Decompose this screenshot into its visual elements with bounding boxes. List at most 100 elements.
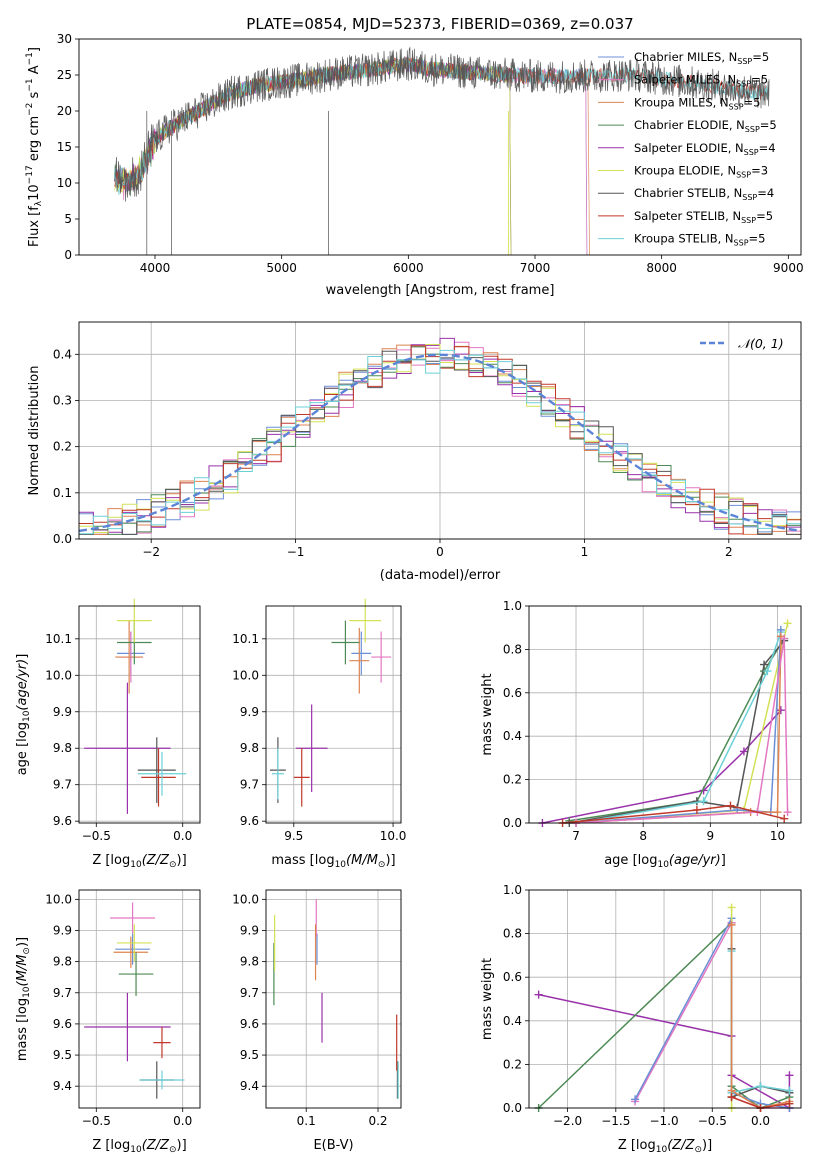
x-tick-label: 8000	[646, 261, 677, 275]
y-tick-label: 0.8	[503, 927, 522, 941]
legend-label: Chabrier ELODIE, NSSP=5	[634, 118, 777, 134]
legend-label-suffix: =5	[760, 118, 777, 132]
y-axis-label: Flux [fλ10−17 erg cm−2 s−1 A−1]	[25, 47, 44, 247]
y-tick-label: 9.4	[240, 1079, 259, 1093]
y-axis-label: mass weight	[480, 958, 495, 1040]
x-tick-label: 10	[770, 829, 785, 843]
y-tick-label: 9.4	[53, 1079, 72, 1093]
weight-line-chabrier-elodie	[569, 638, 785, 822]
legend-label-sub: SSP	[734, 239, 749, 248]
x-axis-label-part: (Z/Z	[667, 1138, 695, 1153]
y-axis-label: mass weight	[480, 673, 495, 755]
x-tick-label: 9000	[773, 261, 804, 275]
x-axis-label-part: age [log	[604, 853, 657, 868]
legend-label-suffix: =5	[749, 232, 766, 246]
y-tick-label: 10.0	[45, 892, 72, 906]
x-tick-label: 2	[725, 545, 733, 559]
errorbar-point	[271, 748, 284, 800]
y-tick-label: 25	[57, 68, 72, 82]
y-tick-label: 9.7	[240, 778, 259, 792]
x-axis-label-part: (data-model)/error	[380, 568, 501, 583]
y-axis-label-part: Flux [f	[27, 206, 42, 247]
y-tick-label: 9.5	[240, 1048, 259, 1062]
x-axis-label-part: (Z/Z	[142, 853, 170, 868]
legend-label-sub: SSP	[736, 171, 751, 180]
weight-marker	[699, 797, 708, 806]
y-tick-label: 0.0	[503, 1101, 522, 1115]
errorbar-point	[84, 992, 171, 1062]
x-axis-label-part: ⊙	[378, 860, 386, 870]
weight-marker	[756, 1082, 765, 1091]
y-axis-label-part: mass weight	[480, 958, 495, 1040]
age_vs_Z-frame	[78, 605, 201, 824]
residuals-axes: −2 −1 0 1 2 0.0 0.1 0.2 0.3 0.4 𝒩(0, 1) (data-model…	[27, 322, 802, 583]
y-tick-label: 9.5	[53, 1048, 72, 1062]
y-tick-label: 9.6	[53, 1017, 72, 1031]
x-tick-label: 0.0	[173, 1114, 192, 1128]
errorbar-point	[137, 737, 176, 803]
x-axis-label-part: E(B-V)	[313, 1138, 353, 1153]
y-axis-label-part: λ	[34, 200, 44, 206]
weight-marker	[760, 660, 769, 669]
x-tick-label: 0.1	[297, 1114, 316, 1128]
x-tick-label: 0	[436, 545, 444, 559]
x-axis-label-part: ⊙	[169, 860, 177, 870]
x-axis-label-part: mass [log	[271, 853, 334, 868]
chart-layer: 4000 5000 6000 7000 8000 9000051015202530Chab…	[15, 32, 804, 1155]
y-tick-label: 0.3	[53, 393, 72, 407]
x-tick-label: 7	[572, 829, 580, 843]
mass_vs_Z-axes: −0.5 0.09.49.59.69.79.89.910.0Z [log10(Z/…	[15, 890, 200, 1155]
weight-marker	[534, 990, 543, 999]
y-axis-label: Normed distribution	[27, 366, 42, 496]
weight-line-kroupa-stelib	[575, 631, 782, 824]
legend-label: Salpeter ELODIE, NSSP=4	[634, 141, 776, 157]
x-axis-label-part: 10	[130, 1145, 142, 1155]
y-axis-label-part: Normed distribution	[27, 366, 42, 496]
y-tick-label: 9.6	[53, 814, 72, 828]
legend-label: Kroupa MILES, NSSP=5	[634, 95, 760, 111]
x-tick-label: −0.5	[82, 1114, 111, 1128]
y-tick-label: 0.0	[503, 816, 522, 830]
x-tick-label: 6000	[393, 261, 424, 275]
legend-label: Salpeter STELIB, NSSP=5	[634, 209, 773, 225]
x-axis-label-part: ]	[721, 853, 726, 868]
legend-label-suffix: =3	[751, 164, 768, 178]
y-axis-label-part: 10	[22, 710, 32, 722]
y-tick-label: 20	[57, 104, 72, 118]
x-axis-label-part: (M/M	[346, 853, 378, 868]
y-tick-label: 10.0	[45, 668, 72, 682]
legend-label-suffix: =5	[744, 95, 761, 109]
y-axis-label: age [log10(age/yr)]	[15, 654, 32, 776]
errorbar-point	[153, 1027, 171, 1059]
legend-label-text: Kroupa STELIB, N	[634, 232, 734, 246]
legend-label: Kroupa ELODIE, NSSP=3	[634, 164, 768, 180]
y-tick-label: 0.4	[503, 1014, 522, 1028]
x-tick-label: −1.0	[649, 1114, 678, 1128]
y-tick-label: 9.8	[240, 741, 259, 755]
x-axis-label-part: 10	[657, 860, 669, 870]
weight-marker	[739, 747, 748, 756]
y-tick-label: 0.0	[53, 532, 72, 546]
legend-label: 𝒩(0, 1)	[738, 336, 784, 351]
errorbar-point	[115, 933, 150, 965]
y-tick-label: 9.9	[53, 705, 72, 719]
mass_vs_Z-frame	[78, 889, 201, 1109]
errorbar-point	[113, 936, 149, 968]
y-tick-label: 0.2	[53, 440, 72, 454]
x-axis-label-part: Z [log	[92, 853, 130, 868]
y-tick-label: 9.7	[240, 986, 259, 1000]
y-axis-label-part: −1	[25, 78, 35, 91]
x-axis-label-part: (Z/Z	[142, 1138, 170, 1153]
errorbar-point	[349, 627, 370, 694]
x-axis-label-part: 10	[656, 1145, 668, 1155]
weight-marker	[773, 808, 782, 817]
y-tick-label: 0.4	[53, 347, 72, 361]
weight-marker	[631, 1095, 640, 1104]
y-tick-label: 9.9	[240, 705, 259, 719]
y-tick-label: 10.1	[45, 632, 72, 646]
x-axis-label-part: )]	[177, 853, 187, 868]
y-tick-label: 9.7	[53, 778, 72, 792]
legend-label-text: Salpeter MILES, N	[634, 73, 736, 87]
errorbar-point	[293, 748, 310, 807]
histogram-salpeter-elodie	[79, 337, 801, 533]
